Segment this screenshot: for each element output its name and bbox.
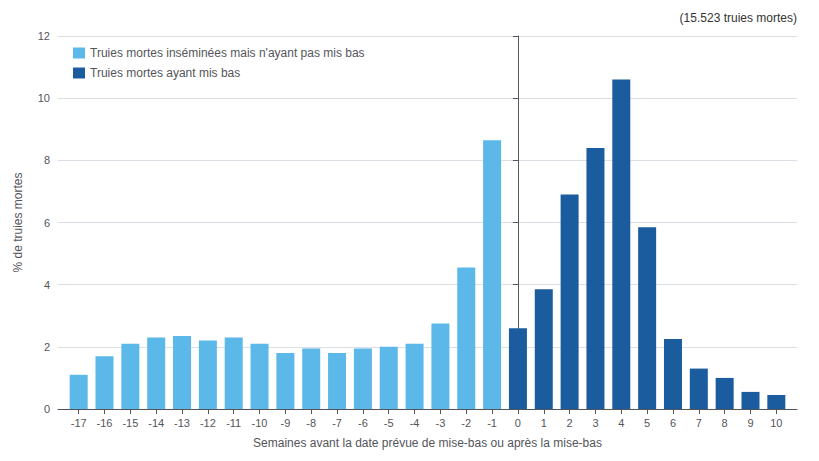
svg-text:4: 4 xyxy=(618,417,624,429)
svg-text:-3: -3 xyxy=(436,417,446,429)
svg-text:(15.523 truies mortes): (15.523 truies mortes) xyxy=(680,11,797,25)
svg-text:9: 9 xyxy=(747,417,753,429)
svg-text:-12: -12 xyxy=(200,417,216,429)
svg-text:-13: -13 xyxy=(174,417,190,429)
svg-text:-8: -8 xyxy=(306,417,316,429)
svg-text:-16: -16 xyxy=(97,417,113,429)
svg-text:3: 3 xyxy=(592,417,598,429)
svg-text:6: 6 xyxy=(44,217,50,229)
svg-text:-9: -9 xyxy=(280,417,290,429)
svg-text:-14: -14 xyxy=(148,417,164,429)
svg-text:10: 10 xyxy=(770,417,782,429)
svg-text:-15: -15 xyxy=(122,417,138,429)
svg-text:-7: -7 xyxy=(332,417,342,429)
svg-text:-4: -4 xyxy=(410,417,420,429)
svg-text:-10: -10 xyxy=(252,417,268,429)
svg-text:10: 10 xyxy=(38,92,50,104)
svg-text:-6: -6 xyxy=(358,417,368,429)
svg-text:12: 12 xyxy=(38,30,50,42)
svg-text:-17: -17 xyxy=(71,417,87,429)
svg-text:6: 6 xyxy=(670,417,676,429)
svg-text:Truies mortes ayant mis bas: Truies mortes ayant mis bas xyxy=(90,66,240,80)
svg-text:-2: -2 xyxy=(461,417,471,429)
svg-text:5: 5 xyxy=(644,417,650,429)
svg-text:-11: -11 xyxy=(226,417,241,429)
svg-text:0: 0 xyxy=(515,417,521,429)
svg-text:4: 4 xyxy=(44,279,50,291)
svg-text:% de truies mortes: % de truies mortes xyxy=(11,172,25,272)
svg-text:8: 8 xyxy=(44,154,50,166)
svg-text:7: 7 xyxy=(696,417,702,429)
svg-text:1: 1 xyxy=(541,417,547,429)
svg-text:Semaines avant la date prévue: Semaines avant la date prévue de mise-ba… xyxy=(253,436,602,450)
svg-text:2: 2 xyxy=(44,341,50,353)
svg-text:8: 8 xyxy=(722,417,728,429)
svg-text:2: 2 xyxy=(567,417,573,429)
svg-text:-5: -5 xyxy=(384,417,394,429)
svg-text:0: 0 xyxy=(44,403,50,415)
svg-text:-1: -1 xyxy=(487,417,497,429)
svg-text:Truies mortes inséminées mais: Truies mortes inséminées mais n'ayant pa… xyxy=(90,46,365,60)
